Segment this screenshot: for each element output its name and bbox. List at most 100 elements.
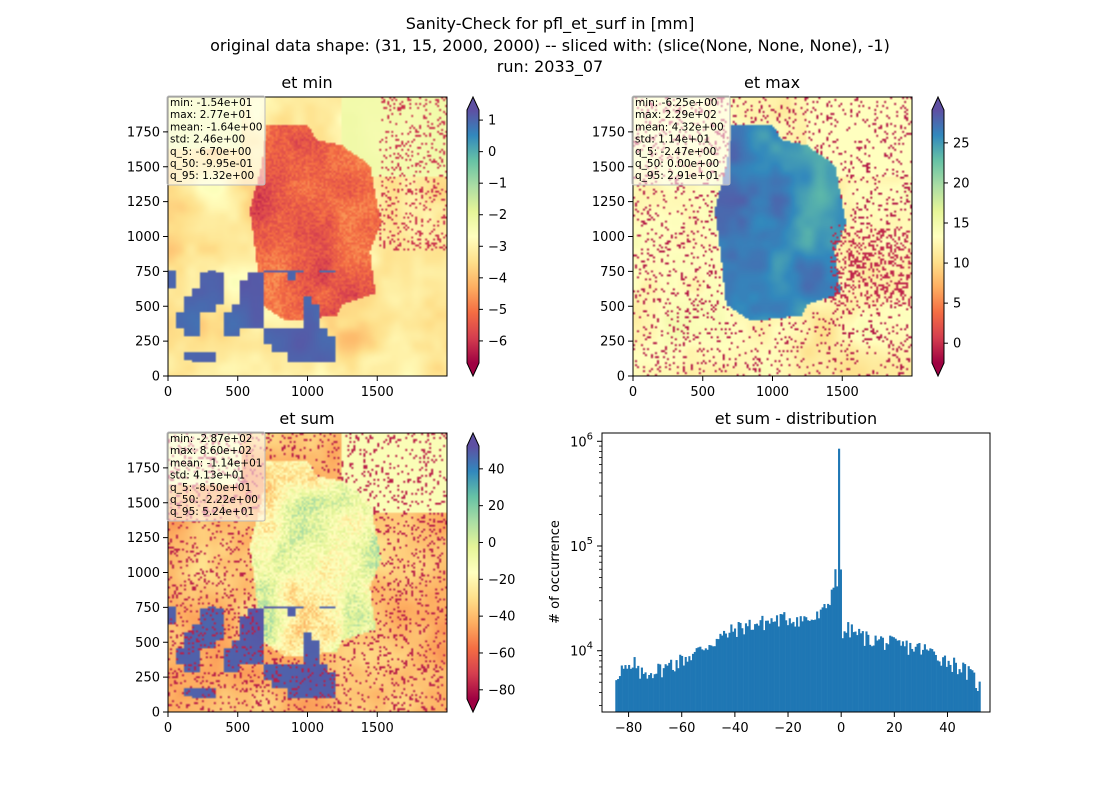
histogram-bar [872,645,875,712]
histogram-bar [668,662,671,712]
x-tick-label: 1500 [826,385,859,400]
y-tick-label: 750 [135,265,160,280]
histogram-bar [739,622,742,712]
histogram-bar [712,646,715,712]
x-tick-label: 0 [629,385,637,400]
histogram-y-tick-label: 106 [570,431,593,450]
colorbar-tick-label: −2 [488,208,507,223]
colorbar-extend-min [467,699,479,712]
stats-line: q_95: 2.91e+01 [635,170,719,182]
colorbar-outline [931,95,945,378]
histogram-bar [743,634,746,712]
histogram-y-tick-label: 104 [570,641,593,660]
histogram-bar [794,626,797,712]
x-tick-label: 0 [164,721,172,736]
histogram-bar [691,653,695,712]
histogram-bar [885,643,888,712]
histogram-bar [936,660,939,712]
histogram-bar [858,628,861,712]
panel-title-et-min: et min [281,73,332,92]
histogram-bar [764,620,768,712]
histogram-bar [640,667,643,712]
histogram-bar [841,638,844,712]
histogram-bar [659,664,662,712]
colorbar-tick-label: −3 [488,240,507,255]
histogram-bar [911,648,914,712]
histogram-bar [940,665,943,712]
stats-line: q_50: -9.95e-01 [170,158,253,170]
histogram-bar [889,635,892,712]
histogram-bar [695,648,698,712]
panel-title-et-max: et max [744,73,800,92]
histogram-bar [744,623,748,712]
axes-et-max: 0 500 1000 1500 0 250 500 750 1000 1250 1500 1750 [592,125,859,400]
histogram-bar [932,651,936,712]
colorbar-tick-label: −6 [488,334,507,349]
histogram-bar [726,637,729,712]
histogram-bar [867,634,870,712]
histogram-bar [852,632,855,712]
colorbar-extend-min [932,363,944,376]
histogram-x-tick-label: −60 [668,721,695,736]
histogram-x-tick-label: −80 [615,721,642,736]
y-tick-label: 500 [135,636,160,651]
histogram-bar [653,674,656,712]
histogram-bar [812,620,815,712]
histogram-bar [973,672,976,712]
histogram-bar [670,659,673,712]
axes-et-min: 0 500 1000 1500 0 250 500 750 1000 1250 1500 1750 [127,125,394,400]
y-tick-label: 250 [135,335,160,350]
histogram-bar [958,669,961,712]
colorbar-tick-label: 0 [953,337,961,352]
histogram-bar [660,677,664,712]
x-tick-label: 500 [225,721,250,736]
axes-et-sum: 0 500 1000 1500 0 250 500 750 1000 1250 1500 1750 [127,461,394,736]
y-tick-label: 1000 [127,566,160,581]
colorbar-tick-label: 0 [488,145,496,160]
histogram-bar [874,635,877,712]
histogram-bar [914,646,917,712]
stats-line: std: 4.13e+01 [170,470,245,482]
stats-line: q_5: -6.70e+00 [170,146,251,158]
figure-title-line-1: Sanity-Check for pfl_et_surf in [mm] [406,14,695,34]
stats-line: mean: 4.32e+00 [635,121,724,133]
histogram-bar [637,665,640,712]
histogram-bar [757,625,760,712]
histogram-bar [697,647,700,712]
colorbar-extend-max [467,97,479,110]
histogram-bar [920,654,923,712]
histogram-bar [629,668,633,712]
histogram-bar [870,646,874,712]
histogram-bar [830,589,833,712]
y-tick-label: 250 [135,671,160,686]
stats-line: min: -2.87e+02 [170,433,252,445]
figure-title-line-3: run: 2033_07 [497,57,603,77]
histogram-bar [792,621,795,712]
colorbar-outline [466,431,480,714]
histogram-bar [854,631,857,712]
histogram-bar [741,628,744,712]
histogram-bar [788,618,791,712]
histogram-bar [733,628,737,712]
colorbar-tick-label: 20 [953,176,970,191]
y-tick-label: 1000 [127,230,160,245]
x-tick-label: 1500 [361,385,394,400]
histogram-bar [934,654,937,712]
stats-line: max: 8.60e+02 [170,445,252,457]
histogram-bar [710,645,713,712]
histogram-bar [876,640,879,712]
y-tick-label: 1250 [127,195,160,210]
histogram-bar [679,654,682,712]
histogram-bar [825,608,828,712]
histogram-bar [931,649,934,712]
y-tick-label: 750 [135,601,160,616]
histogram-bar [657,663,660,712]
histogram-bar [938,661,941,712]
histogram-bar [803,616,806,712]
histogram-bar [847,622,850,712]
histogram-bar [774,621,777,712]
stats-line: q_50: -2.22e+00 [170,494,258,506]
figure-title-line-2: original data shape: (31, 15, 2000, 2000… [210,36,890,55]
histogram-bar [806,620,810,712]
